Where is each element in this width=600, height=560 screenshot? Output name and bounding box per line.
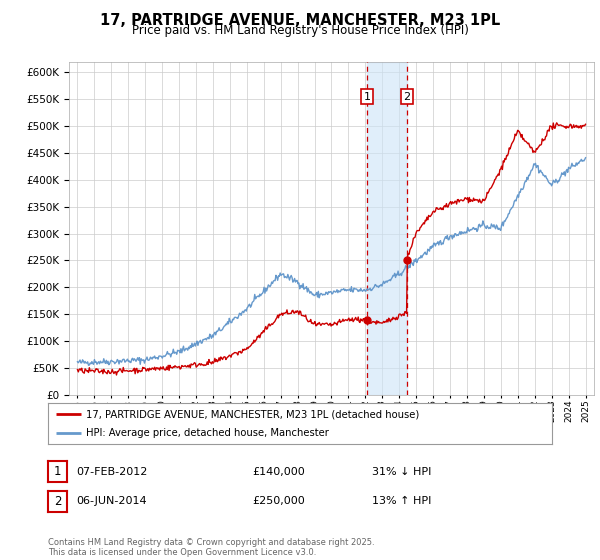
Text: 1: 1 <box>364 92 371 101</box>
Text: 2: 2 <box>403 92 410 101</box>
Text: £250,000: £250,000 <box>252 496 305 506</box>
Text: 07-FEB-2012: 07-FEB-2012 <box>76 466 148 477</box>
Text: Price paid vs. HM Land Registry's House Price Index (HPI): Price paid vs. HM Land Registry's House … <box>131 24 469 38</box>
Text: 17, PARTRIDGE AVENUE, MANCHESTER, M23 1PL (detached house): 17, PARTRIDGE AVENUE, MANCHESTER, M23 1P… <box>86 409 419 419</box>
Text: Contains HM Land Registry data © Crown copyright and database right 2025.
This d: Contains HM Land Registry data © Crown c… <box>48 538 374 557</box>
Bar <box>367 62 407 395</box>
Text: 2: 2 <box>54 494 61 508</box>
Text: HPI: Average price, detached house, Manchester: HPI: Average price, detached house, Manc… <box>86 428 329 438</box>
Text: 31% ↓ HPI: 31% ↓ HPI <box>372 466 431 477</box>
Text: £140,000: £140,000 <box>252 466 305 477</box>
Text: 17, PARTRIDGE AVENUE, MANCHESTER, M23 1PL: 17, PARTRIDGE AVENUE, MANCHESTER, M23 1P… <box>100 13 500 28</box>
Text: 06-JUN-2014: 06-JUN-2014 <box>76 496 147 506</box>
Text: 1: 1 <box>54 465 61 478</box>
Text: 13% ↑ HPI: 13% ↑ HPI <box>372 496 431 506</box>
